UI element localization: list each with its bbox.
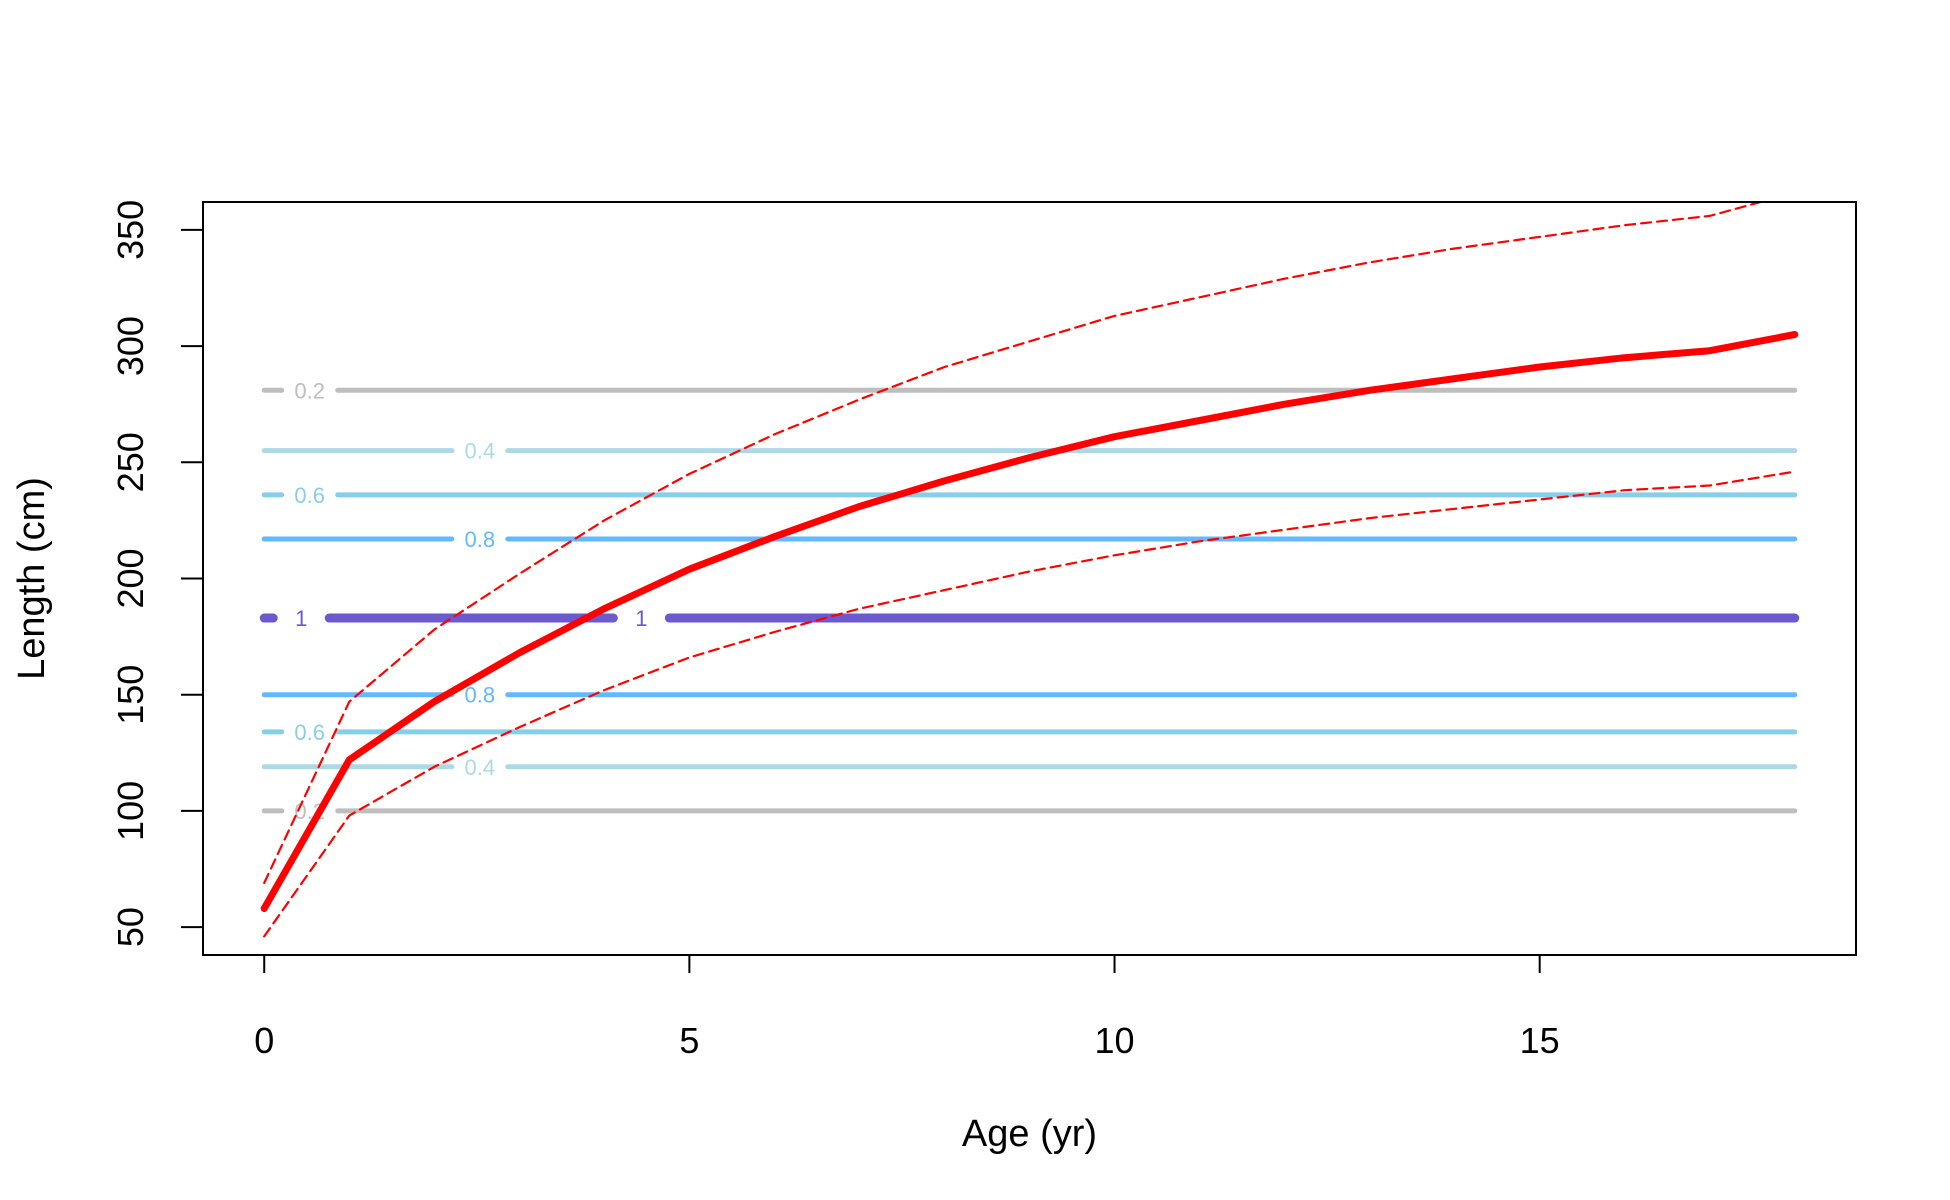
- y-tick-label: 350: [110, 200, 151, 260]
- contour-label: 0.8: [464, 683, 495, 708]
- y-tick-label: 250: [110, 432, 151, 492]
- x-tick-label: 0: [254, 1020, 274, 1061]
- series-line-mean: [260, 331, 1799, 912]
- x-tick-label: 15: [1520, 1020, 1560, 1061]
- x-tick-label: 5: [679, 1020, 699, 1061]
- contour-label: 0.4: [464, 439, 495, 464]
- y-tick-label: 100: [110, 781, 151, 841]
- contour-label: 0.6: [294, 483, 325, 508]
- x-tick-label: 10: [1095, 1020, 1135, 1061]
- contour-label: 0.4: [464, 755, 495, 780]
- y-axis-title: Length (cm): [11, 477, 53, 680]
- series-line-upper: [263, 202, 1765, 885]
- contour-label: 1: [635, 606, 647, 631]
- x-axis: 0 5 10 15: [254, 954, 1560, 1061]
- contour-label: 1: [295, 606, 307, 631]
- contour-label: 0.2: [294, 378, 325, 403]
- y-tick-label: 300: [110, 316, 151, 376]
- contour-lines: 0.20.20.40.40.60.60.80.81 1: [259, 378, 1800, 824]
- y-tick-label: 50: [110, 907, 151, 947]
- x-axis-title: Age (yr): [962, 1113, 1097, 1155]
- contour-label: 0.8: [464, 527, 495, 552]
- plot-frame: [202, 201, 1857, 956]
- y-tick-label: 200: [110, 548, 151, 608]
- y-axis: 50 100 150 200 250 300 350: [110, 200, 204, 947]
- contour-label: 0.6: [294, 720, 325, 745]
- y-tick-label: 150: [110, 665, 151, 725]
- growth-series: [260, 202, 1799, 938]
- series-line-lower: [263, 470, 1796, 938]
